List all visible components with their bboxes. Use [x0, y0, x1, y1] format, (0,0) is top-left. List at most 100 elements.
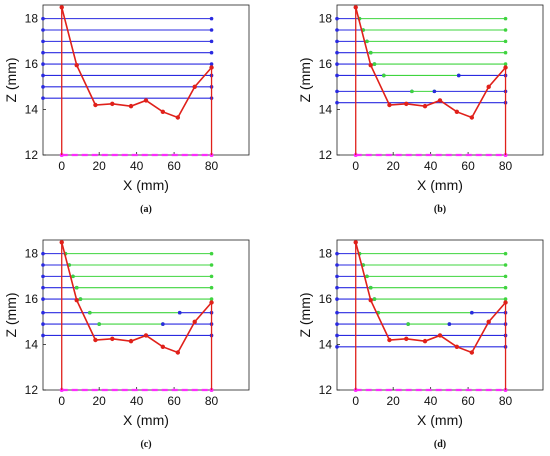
profile-point [93, 337, 98, 343]
pass-point [335, 322, 339, 326]
pass-point [447, 322, 452, 326]
pass-point [41, 96, 45, 100]
plot-area [336, 4, 544, 156]
profile-point [128, 338, 134, 344]
profile-point [387, 337, 392, 343]
toolpath-pass [41, 39, 214, 44]
y-tick-label: 14 [25, 338, 39, 352]
x-tick-label: 80 [499, 159, 513, 173]
profile-point [74, 298, 79, 303]
toolpath-pass [335, 345, 508, 349]
y-axis-label: Z (mm) [3, 57, 19, 102]
x-tick-label: 80 [205, 159, 219, 173]
profile-point [404, 336, 409, 342]
chart-panel-b: 0 20 40 60 80 12 14 16 18 X (mm) Z (mm) (b) [297, 4, 544, 215]
panel-caption: (a) [140, 204, 152, 215]
pass-point [335, 297, 339, 301]
toolpath-pass [335, 89, 508, 94]
pass-point [209, 50, 214, 55]
pass-point [335, 39, 339, 44]
x-tick-label: 0 [352, 159, 359, 173]
x-tick-label: 40 [424, 394, 438, 408]
profile-point [404, 101, 409, 107]
x-tick-label: 0 [352, 394, 359, 408]
pass-point [71, 274, 75, 279]
pass-point [335, 73, 339, 78]
profile-point [503, 65, 508, 70]
pass-point [335, 263, 339, 267]
y-axis-label: Z (mm) [297, 57, 313, 102]
profile-point [160, 344, 166, 350]
pass-point [335, 28, 339, 32]
toolpath-pass [335, 16, 508, 21]
pass-point [503, 251, 508, 256]
x-axis-label: X (mm) [417, 412, 463, 428]
pass-point [41, 333, 45, 338]
toolpath-pass [335, 297, 508, 301]
profile-point [353, 240, 358, 245]
pass-point [41, 62, 45, 66]
pass-point [41, 251, 45, 256]
x-tick-label: 80 [205, 394, 219, 408]
x-tick-label: 80 [499, 394, 513, 408]
pass-point [41, 285, 45, 290]
chart-panel-a: 0 20 40 60 80 12 14 16 18 X (mm) Z (mm) (a) [3, 4, 250, 215]
y-tick-label: 14 [25, 103, 39, 117]
toolpath-pass [41, 322, 214, 326]
profile-point [93, 102, 98, 108]
x-tick-label: 40 [130, 394, 144, 408]
toolpath-pass [335, 73, 508, 78]
profile-point [143, 333, 149, 338]
profile-point [503, 300, 508, 305]
pass-point [372, 297, 377, 301]
y-tick-label: 12 [319, 383, 333, 397]
pass-point [209, 28, 214, 32]
pass-point [335, 50, 339, 55]
x-tick-label: 40 [130, 159, 144, 173]
toolpath-pass [41, 274, 214, 279]
profile-point [59, 5, 64, 10]
pass-point [503, 285, 508, 290]
panel-caption: (b) [434, 204, 446, 215]
pass-point [368, 285, 373, 290]
pass-point [209, 274, 214, 279]
chart-panel-c: 0 20 40 60 80 12 14 16 18 X (mm) Z (mm) (c) [3, 239, 250, 450]
profile-point [74, 63, 79, 68]
pass-point [335, 251, 339, 256]
y-tick-label: 16 [319, 57, 333, 71]
y-tick-label: 18 [319, 247, 333, 261]
y-tick-label: 12 [25, 148, 39, 162]
pass-point [456, 73, 461, 78]
pass-point [503, 39, 508, 44]
pass-point [503, 297, 508, 301]
pass-point [335, 16, 339, 21]
y-tick-label: 14 [319, 338, 333, 352]
pass-point [41, 297, 45, 301]
pass-point [368, 50, 373, 55]
profile-point [454, 109, 460, 115]
profile-point [469, 350, 475, 355]
pass-point [365, 274, 369, 279]
profile-point [454, 344, 460, 350]
y-tick-label: 18 [319, 12, 333, 26]
toolpath-pass [335, 39, 508, 44]
toolpath-pass [41, 85, 214, 89]
profile-point [192, 319, 197, 325]
x-tick-label: 20 [387, 394, 401, 408]
pass-point [41, 16, 45, 21]
x-tick-label: 0 [58, 394, 65, 408]
toolpath-pass [41, 73, 214, 78]
y-tick-label: 16 [319, 292, 333, 306]
profile-point [175, 350, 181, 355]
profile-point [486, 319, 491, 325]
x-tick-label: 0 [58, 159, 65, 173]
profile-point [110, 101, 115, 107]
pass-point [406, 322, 410, 326]
pass-point [335, 333, 339, 338]
pass-point [74, 285, 79, 290]
profile-point [469, 115, 475, 120]
profile-point [175, 115, 181, 120]
x-axis-label: X (mm) [123, 412, 169, 428]
pass-point [432, 89, 437, 94]
